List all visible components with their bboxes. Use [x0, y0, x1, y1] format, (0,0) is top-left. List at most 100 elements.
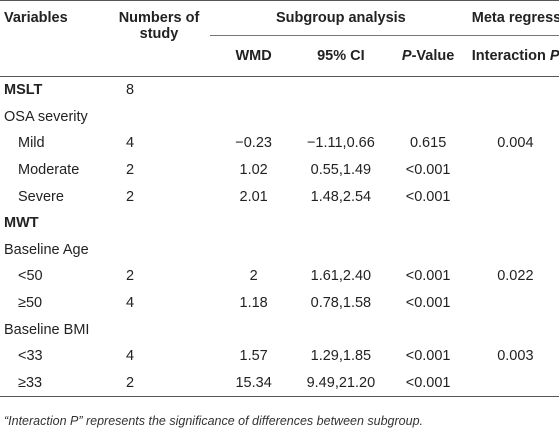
cell-variable: Severe — [18, 188, 64, 205]
cell-interaction-p — [472, 104, 559, 131]
header-interaction-p-italic: P — [549, 48, 559, 64]
cell-number-of-studies: 4 — [126, 295, 135, 312]
header-numbers-line1: Numbers of — [118, 10, 200, 26]
cell-number-of-studies — [108, 316, 210, 343]
header-p-value: P-Value — [384, 35, 472, 77]
cell-p-value — [385, 77, 472, 104]
cell-p-value — [385, 316, 472, 343]
cell-wmd — [210, 210, 297, 237]
table-row: Baseline Age — [0, 237, 559, 264]
cell-variable: Mild — [18, 135, 45, 152]
header-meta-regression: Meta regression — [471, 0, 559, 36]
header-p-italic: P — [401, 48, 412, 64]
cell-interaction-p — [472, 237, 559, 264]
cell-number-of-studies: 4 — [126, 135, 135, 152]
header-p-rest: -Value — [411, 48, 455, 64]
cell-p-value: 0.615 — [409, 135, 447, 152]
header-interaction-p: Interaction P — [471, 35, 559, 77]
cell-variable: ≥50 — [18, 295, 43, 312]
cell-wmd — [210, 104, 297, 131]
cell-wmd: 1.18 — [239, 295, 268, 312]
table-row: ≥33 2 15.34 9.49,21.20 <0.001 — [0, 369, 559, 398]
cell-variable: Baseline Age — [4, 241, 89, 258]
table-row: Severe 2 2.01 1.48,2.54 <0.001 — [0, 183, 559, 210]
cell-number-of-studies: 2 — [108, 369, 210, 398]
cell-ci: −1.11,0.66 — [306, 135, 375, 152]
cell-p-value: <0.001 — [405, 295, 451, 312]
cell-ci — [297, 77, 384, 104]
header-variables: Variables — [4, 10, 68, 26]
cell-interaction-p — [472, 77, 559, 104]
header-wmd: WMD — [210, 35, 298, 77]
cell-number-of-studies: 2 — [126, 188, 135, 205]
cell-number-of-studies: 2 — [126, 268, 135, 285]
table-body: MSLT 8 OSA severity Mild 4 −0.23 −1.11,0.66 0.6… — [0, 77, 559, 398]
cell-number-of-studies: 4 — [126, 348, 135, 365]
cell-wmd: 1.57 — [239, 348, 268, 365]
cell-ci — [297, 237, 384, 264]
table-row: Mild 4 −0.23 −1.11,0.66 0.615 0.004 — [0, 130, 559, 157]
cell-ci: 1.61,2.40 — [310, 268, 372, 285]
cell-interaction-p: 0.022 — [497, 268, 534, 285]
header-subgroup-analysis: Subgroup analysis — [210, 0, 472, 36]
cell-interaction-p — [472, 210, 559, 237]
header-interaction-label: Interaction — [471, 48, 550, 64]
table-row: MWT — [0, 210, 559, 237]
cell-wmd: −0.23 — [235, 135, 272, 152]
cell-ci: 1.48,2.54 — [310, 188, 372, 205]
cell-wmd: 2.01 — [239, 188, 268, 205]
cell-p-value — [385, 210, 472, 237]
cell-ci — [297, 210, 384, 237]
cell-p-value — [385, 104, 472, 131]
table-row: <33 4 1.57 1.29,1.85 <0.001 0.003 — [0, 343, 559, 370]
cell-p-value: <0.001 — [405, 162, 451, 179]
cell-variable: MSLT — [4, 82, 43, 99]
table-footnote: “Interaction P” represents the significa… — [4, 414, 423, 428]
table-row: ≥50 4 1.18 0.78,1.58 <0.001 — [0, 290, 559, 317]
subgroup-analysis-table: Variables Numbers of study Subgroup anal… — [0, 0, 559, 398]
cell-ci: 1.29,1.85 — [310, 348, 372, 365]
cell-interaction-p — [472, 157, 559, 184]
table-row: <50 2 2 1.61,2.40 <0.001 0.022 — [0, 263, 559, 290]
cell-variable: OSA severity — [4, 108, 88, 125]
table-row: OSA severity — [0, 104, 559, 131]
cell-interaction-p: 0.003 — [497, 348, 534, 365]
cell-interaction-p: 0.004 — [497, 135, 534, 152]
cell-interaction-p — [471, 369, 559, 398]
cell-variable: Moderate — [18, 162, 80, 179]
cell-ci: 0.55,1.49 — [310, 162, 372, 179]
cell-ci: 0.78,1.58 — [310, 295, 372, 312]
cell-number-of-studies — [108, 237, 210, 264]
header-ci: 95% CI — [297, 35, 385, 77]
header-row-2: WMD 95% CI P-Value Interaction P — [0, 35, 559, 77]
table-row: Baseline BMI — [0, 316, 559, 343]
cell-interaction-p — [472, 183, 559, 210]
cell-wmd — [210, 77, 297, 104]
cell-wmd — [210, 237, 297, 264]
cell-ci: 9.49,21.20 — [297, 369, 385, 398]
cell-wmd — [210, 316, 297, 343]
cell-variable: MWT — [4, 215, 39, 232]
cell-number-of-studies: 2 — [126, 162, 135, 179]
cell-p-value: <0.001 — [405, 348, 451, 365]
table-row: Moderate 2 1.02 0.55,1.49 <0.001 — [0, 157, 559, 184]
cell-p-value: <0.001 — [405, 268, 451, 285]
cell-wmd: 2 — [249, 268, 258, 285]
cell-variable: Baseline BMI — [4, 321, 90, 338]
header-numbers-of-study: Numbers of study — [108, 1, 210, 77]
cell-wmd: 15.34 — [210, 369, 298, 398]
cell-number-of-studies: 8 — [126, 82, 135, 99]
cell-ci — [297, 316, 384, 343]
cell-interaction-p — [472, 290, 559, 317]
cell-p-value: <0.001 — [405, 188, 451, 205]
header-row-1: Variables Numbers of study Subgroup anal… — [0, 0, 559, 42]
cell-variable: ≥33 — [0, 369, 108, 398]
cell-interaction-p — [472, 316, 559, 343]
cell-variable: <50 — [18, 268, 43, 285]
cell-ci — [297, 104, 384, 131]
cell-number-of-studies — [108, 104, 210, 131]
cell-p-value: <0.001 — [384, 369, 472, 398]
cell-number-of-studies — [108, 210, 210, 237]
table-row: MSLT 8 — [0, 77, 559, 104]
